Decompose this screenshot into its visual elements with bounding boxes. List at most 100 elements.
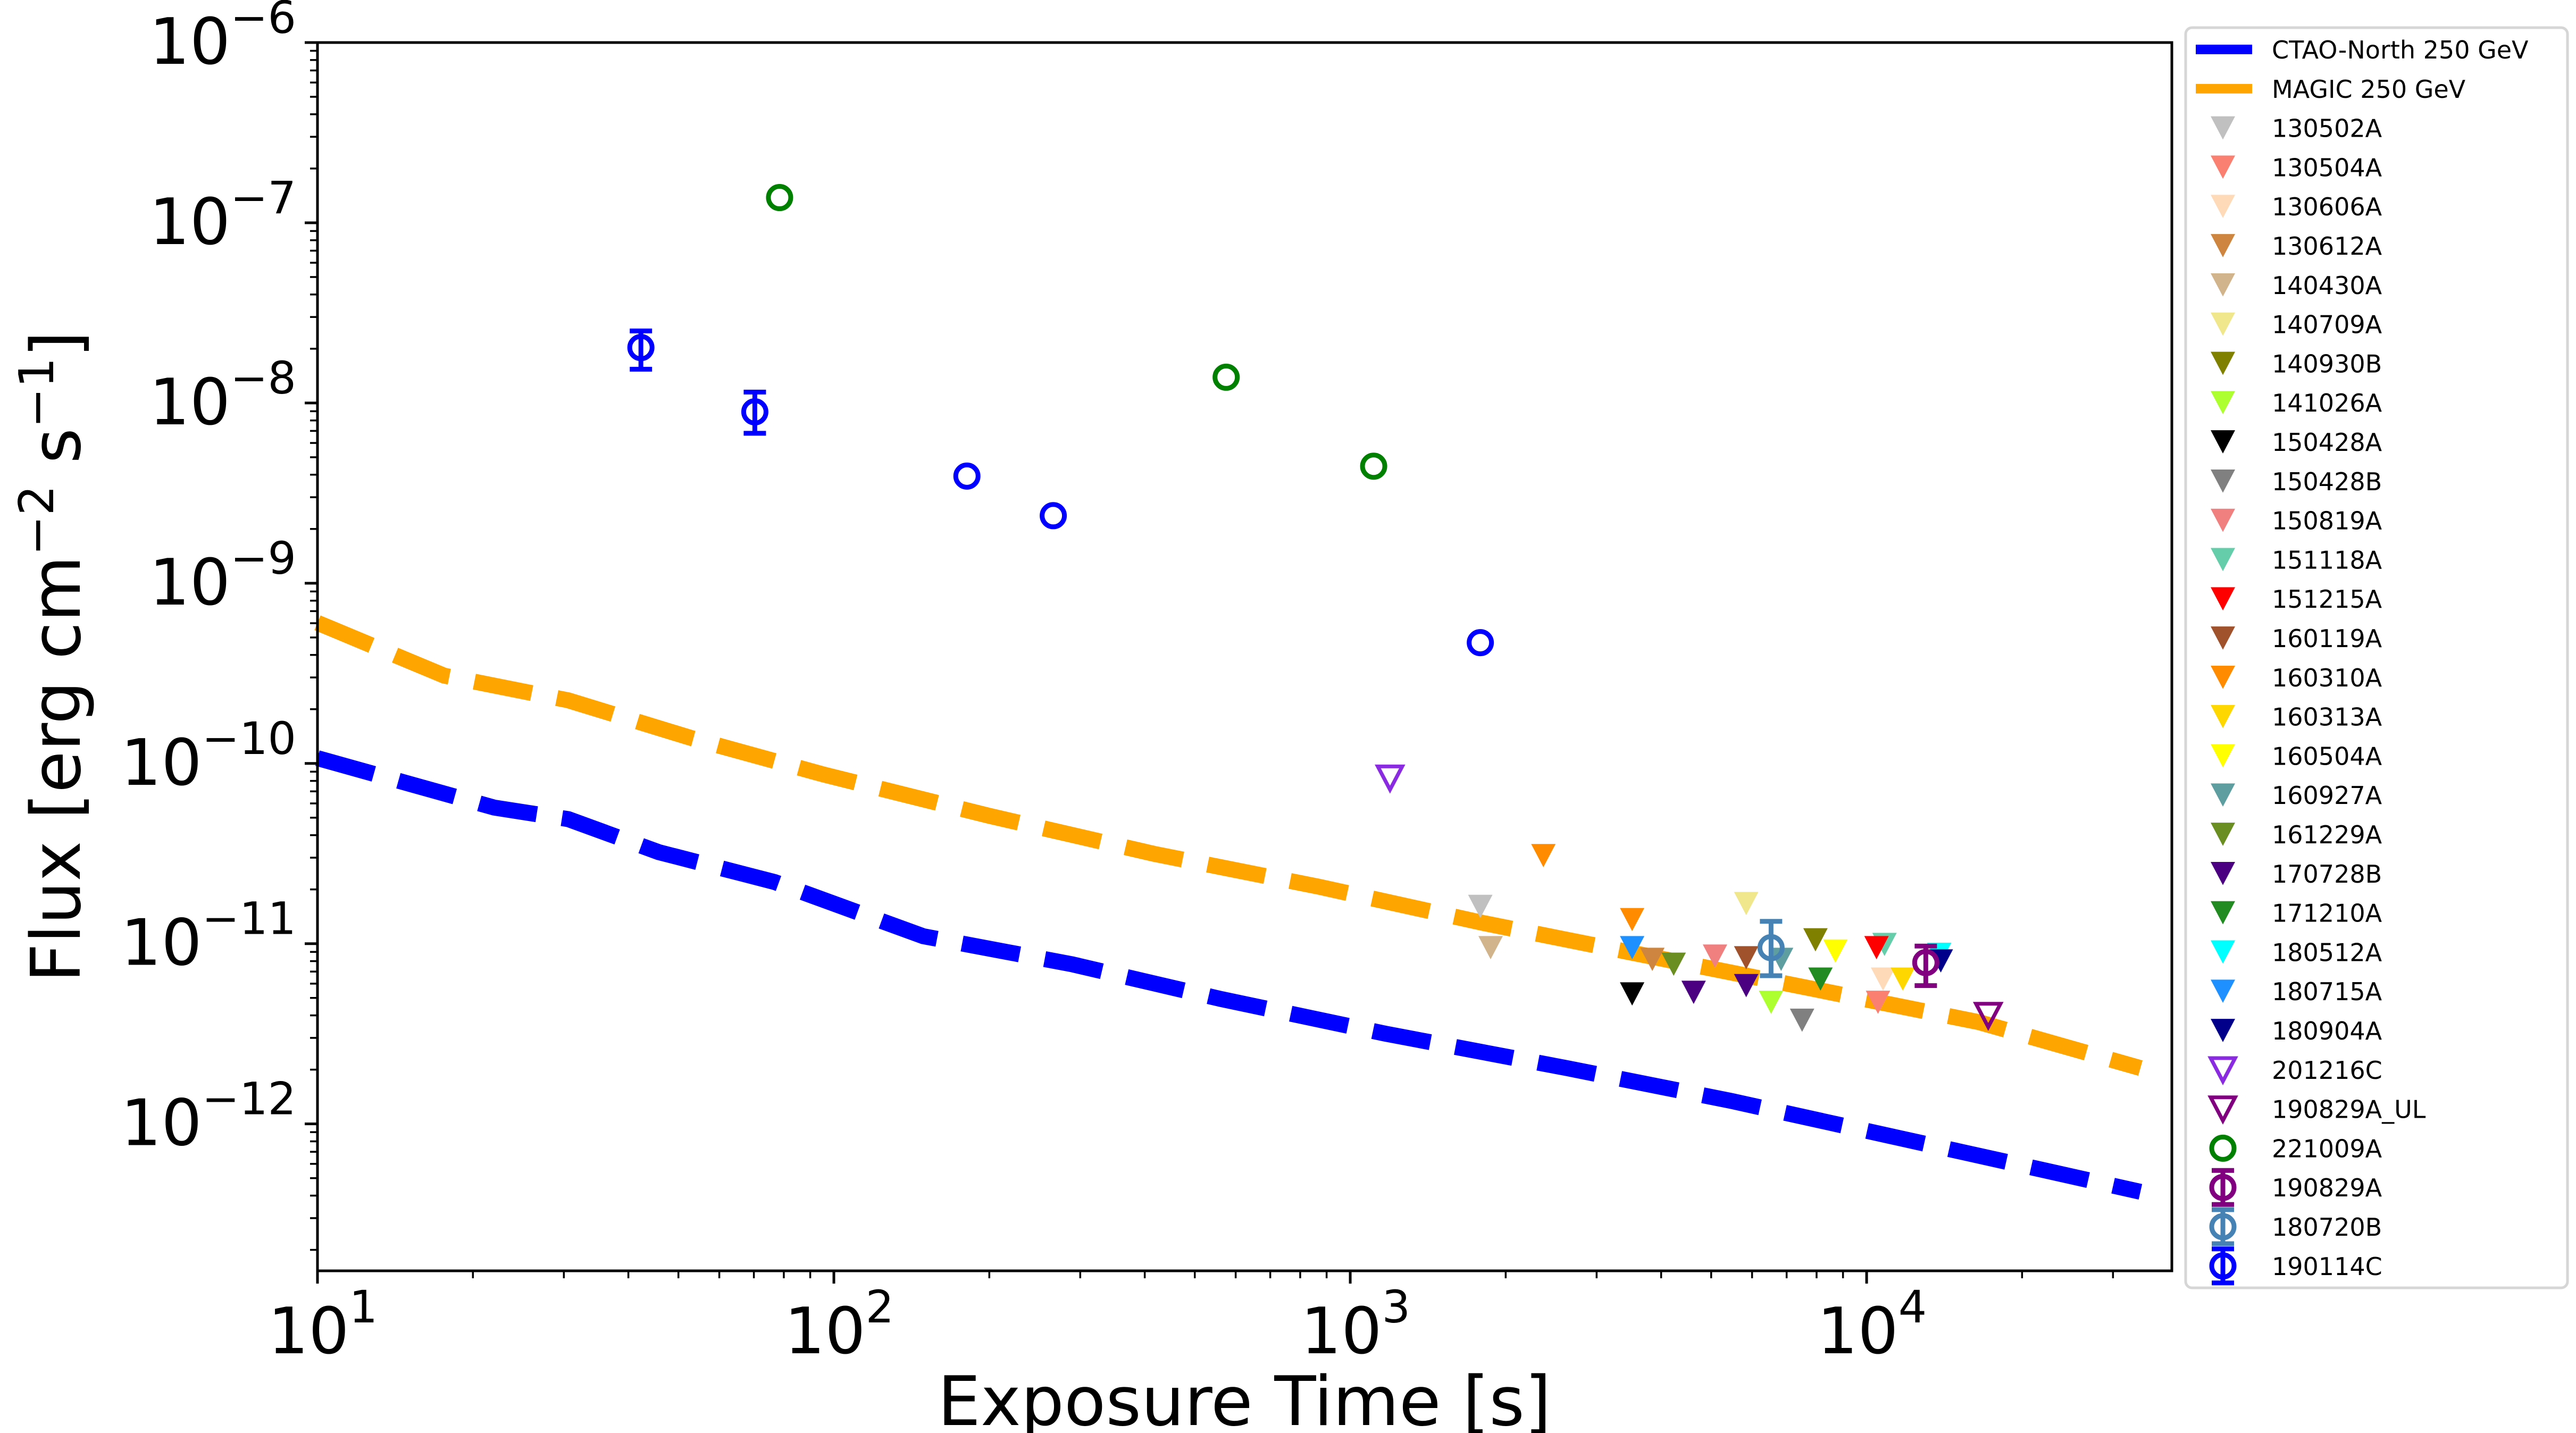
x-tick-label: 104 [1817, 1281, 1927, 1369]
legend-label: 180720B [2272, 1213, 2382, 1242]
x-tick-label: 101 [268, 1281, 378, 1369]
legend-triangle-marker [2211, 861, 2235, 885]
y-tick-exponent: −12 [202, 1073, 296, 1125]
x-tick-label: 103 [1301, 1281, 1410, 1369]
legend-label: 150428A [2272, 428, 2382, 457]
series-150428a [1620, 982, 1645, 1006]
legend-item-160310a: 160310A [2211, 664, 2382, 692]
series-221009a [766, 184, 1387, 480]
point-141026a [1759, 991, 1784, 1014]
legend-label: 160310A [2272, 664, 2382, 692]
legend-triangle-marker [2211, 744, 2235, 768]
point-180715a [1620, 936, 1645, 960]
legend-label: 180512A [2272, 938, 2382, 967]
legend-label: 160504A [2272, 742, 2382, 770]
legend-line-swatch [2196, 83, 2252, 94]
point-170728b [1681, 981, 1706, 1004]
legend-triangle-marker [2211, 234, 2235, 257]
point-190114c [627, 334, 655, 362]
point-140430a [1478, 936, 1503, 960]
y-tick-base: 10 [121, 726, 202, 800]
legend-label: 221009A [2272, 1134, 2382, 1163]
series-161229a [1661, 952, 1686, 976]
line-ctao-north-250-gev [315, 750, 2143, 1200]
series-140930b [1803, 928, 1828, 952]
point-130504a [1866, 991, 1891, 1014]
series-150428b [1789, 1008, 1814, 1032]
legend-triangle-marker [2211, 548, 2235, 572]
legend-item-171210a: 171210A [2211, 899, 2382, 928]
legend-triangle-marker [2211, 705, 2235, 728]
legend-triangle-marker [2211, 587, 2235, 611]
y-tick-base: 10 [149, 366, 230, 440]
legend-label: 130504A [2272, 153, 2382, 182]
legend-triangle-marker [2211, 351, 2235, 375]
point-160927a [1769, 948, 1794, 971]
legend-item-150428a: 150428A [2211, 428, 2382, 457]
x-tick-label: 102 [784, 1281, 894, 1369]
x-axis-title: Exposure Time [s] [938, 1362, 1551, 1433]
y-axis-title-mid: s [17, 428, 96, 485]
legend-item-180512a: 180512A [2211, 938, 2382, 967]
legend-triangle-marker [2211, 312, 2235, 336]
legend-label: 160313A [2272, 703, 2382, 732]
legend-line-swatch [2196, 45, 2252, 54]
legend-triangle-marker [2211, 940, 2235, 964]
plot-area [317, 43, 2172, 1271]
point-160310a [1531, 844, 1556, 867]
point-160313a [1891, 967, 1916, 991]
legend-item-170728b: 170728B [2211, 860, 2382, 889]
legend-item-140430a: 140430A [2211, 271, 2382, 300]
series-160927a [1769, 948, 1794, 971]
legend-item-221009a: 221009A [2209, 1134, 2382, 1163]
data-points [627, 184, 2004, 1032]
legend-item-180904a: 180904A [2211, 1017, 2382, 1045]
legend-triangle-marker [2211, 391, 2235, 415]
legend-label: 180715A [2272, 977, 2382, 1006]
tick-labels: 101 102 103 10410−610−710−810−910−1010−1110… [121, 0, 1927, 1369]
series-150819a [1702, 944, 1727, 968]
series-130606a [1870, 967, 1895, 991]
legend-triangle-marker [2211, 979, 2235, 1003]
legend-item-160313a: 160313A [2211, 703, 2382, 732]
legend-item-130502a: 130502A [2211, 114, 2382, 143]
legend-circle-marker [2209, 1213, 2237, 1241]
legend-item-160119a: 160119A [2211, 624, 2382, 653]
legend-label: 130502A [2272, 114, 2382, 143]
point-160504a [1823, 939, 1848, 963]
x-tick-exponent: 1 [349, 1281, 378, 1333]
legend-item-130606a: 130606A [2211, 192, 2382, 221]
legend-label: 171210A [2272, 899, 2382, 928]
legend-label: 180904A [2272, 1017, 2382, 1045]
legend-item-160504a: 160504A [2211, 742, 2382, 770]
point-190114c [1467, 629, 1494, 657]
point-130502a [1468, 894, 1493, 918]
point-190829a-ul [1972, 1002, 2004, 1031]
series-190829a-ul [1972, 1002, 2004, 1031]
series-140430a [1478, 936, 1503, 960]
x-tick-exponent: 2 [866, 1281, 894, 1333]
legend-triangle-marker [2211, 823, 2235, 846]
point-221009a [1212, 363, 1240, 391]
y-axis-title-suffix: ] [17, 331, 96, 357]
point-150428a [1620, 982, 1645, 1006]
legend-label: 190829A_UL [2272, 1095, 2426, 1124]
legend-triangle-marker [2211, 469, 2235, 493]
legend-label: 170728B [2272, 860, 2382, 889]
y-tick-base: 10 [121, 907, 202, 981]
errorbar-180720b [1760, 919, 1783, 978]
series-141026a [1759, 991, 1784, 1014]
point-130606a [1870, 967, 1895, 991]
legend-item-180720b: 180720B [2209, 1207, 2382, 1246]
legend-item-141026a: 141026A [2211, 389, 2382, 417]
legend-circle-marker [2209, 1174, 2237, 1201]
point-171210a [1808, 967, 1833, 991]
legend-triangle-marker [2211, 273, 2235, 297]
y-tick-base: 10 [149, 186, 230, 259]
x-tick-base: 10 [268, 1295, 349, 1369]
point-190829a [1912, 949, 1939, 976]
point-160119a [1734, 946, 1759, 970]
line-magic-250-gev [314, 615, 2143, 1076]
legend-label: 160119A [2272, 624, 2382, 653]
legend-item-150428b: 150428B [2211, 467, 2382, 496]
